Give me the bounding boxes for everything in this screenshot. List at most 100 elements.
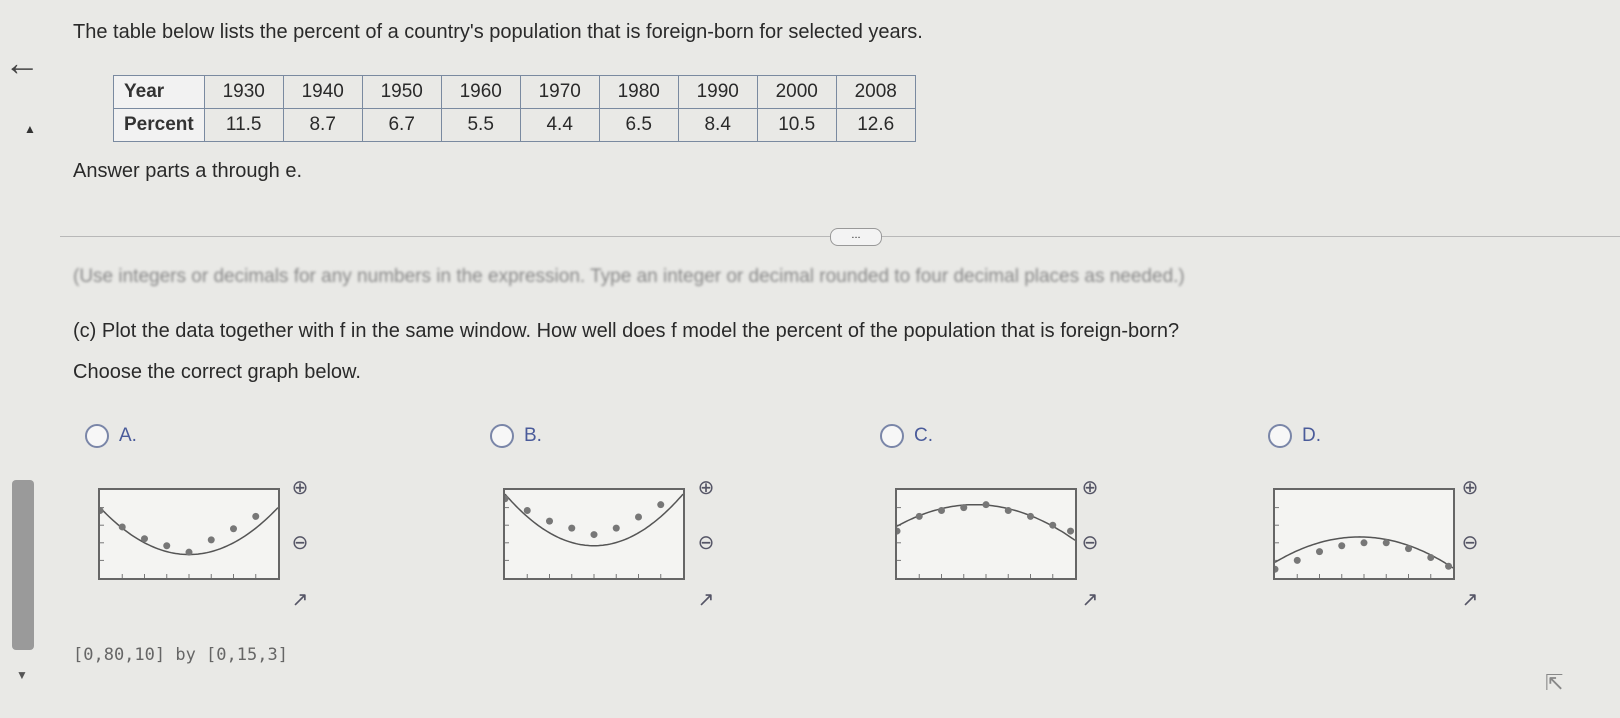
hint-text: (Use integers or decimals for any number… [73, 266, 1185, 287]
year-cell: 1970 [519, 75, 600, 109]
radio-button[interactable] [880, 424, 904, 448]
zoom-in-icon[interactable]: ⊕ [1461, 476, 1479, 499]
more-button[interactable]: ... [830, 228, 882, 246]
row-header: Percent [113, 108, 205, 142]
data-point [163, 542, 171, 550]
year-cell: 1990 [677, 75, 758, 109]
year-cell: 2008 [835, 75, 916, 109]
data-point [230, 525, 237, 533]
option-graph[interactable] [98, 488, 280, 580]
data-point [982, 501, 990, 509]
data-point [118, 523, 126, 531]
data-point [100, 507, 104, 515]
question-c-text: (c) Plot the data together with f in the… [73, 320, 1180, 342]
year-cell: 1940 [282, 75, 363, 109]
data-point [207, 536, 215, 544]
data-point [1360, 539, 1368, 547]
data-point [1067, 527, 1075, 535]
data-point [1445, 562, 1453, 570]
option-graph[interactable] [895, 488, 1077, 580]
percent-cell: 11.5 [203, 108, 284, 142]
model-curve [1275, 536, 1453, 569]
data-point [590, 531, 598, 539]
model-curve [505, 493, 683, 547]
radio-button[interactable] [490, 424, 514, 448]
data-table: Year 1930 1940 1950 1960 1970 1980 1990 2000 2008… [113, 75, 916, 142]
data-point [141, 535, 148, 543]
percent-cell: 5.5 [440, 108, 521, 142]
radio-button[interactable] [85, 424, 109, 448]
intro-text: The table below lists the percent of a c… [73, 21, 923, 43]
data-point [1049, 521, 1057, 529]
data-point [915, 512, 923, 520]
data-point [523, 507, 531, 515]
data-point [1427, 553, 1435, 561]
model-curve [897, 503, 1075, 541]
zoom-in-icon[interactable]: ⊕ [291, 476, 309, 499]
option-graph[interactable] [503, 488, 685, 580]
data-point [612, 524, 620, 532]
model-curve [100, 507, 278, 556]
data-point [505, 495, 509, 503]
zoom-out-icon[interactable]: ⊖ [1081, 531, 1099, 554]
option-label: B. [524, 425, 542, 446]
option-c[interactable]: C. [880, 424, 933, 448]
table-row-percent: Percent 11.5 8.7 6.7 5.5 4.4 6.5 8.4 10.5 12.6 [113, 108, 916, 142]
option-d[interactable]: D. [1268, 424, 1321, 448]
data-point [568, 524, 576, 532]
data-point [546, 517, 553, 525]
zoom-in-icon[interactable]: ⊕ [697, 476, 715, 499]
cursor-icon: ⇱ [1545, 670, 1564, 695]
year-cell: 1980 [598, 75, 679, 109]
data-point [1275, 565, 1279, 573]
question-c: (c) Plot the data together with f in the… [73, 320, 1179, 343]
year-cell: 1950 [361, 75, 442, 109]
year-cell: 1930 [203, 75, 284, 109]
data-point [185, 548, 193, 556]
zoom-out-icon[interactable]: ⊖ [697, 531, 715, 554]
external-link-icon[interactable]: ↗ [697, 588, 715, 611]
window-text: [0,80,10] by [0,15,3] [73, 645, 288, 665]
option-b[interactable]: B. [490, 424, 542, 448]
year-cell: 2000 [756, 75, 837, 109]
percent-cell: 8.7 [282, 108, 363, 142]
option-label: C. [914, 425, 933, 446]
percent-cell: 8.4 [677, 108, 758, 142]
zoom-out-icon[interactable]: ⊖ [1461, 531, 1479, 554]
table-row-year: Year 1930 1940 1950 1960 1970 1980 1990 2000 2008 [113, 75, 916, 109]
back-arrow-icon[interactable]: ← [4, 42, 40, 83]
data-point [1316, 548, 1323, 556]
data-point [1405, 545, 1412, 553]
percent-cell: 12.6 [835, 108, 916, 142]
data-point [252, 512, 260, 520]
percent-cell: 4.4 [519, 108, 600, 142]
data-point [1027, 512, 1034, 520]
data-point [1382, 539, 1390, 547]
data-point [1004, 507, 1012, 515]
choose-text: Choose the correct graph below. [73, 361, 361, 383]
answer-parts-text: Answer parts a through e. [73, 160, 303, 182]
zoom-in-icon[interactable]: ⊕ [1081, 476, 1099, 499]
data-point [1338, 542, 1346, 550]
data-point [960, 504, 968, 512]
scrollbar[interactable] [12, 480, 34, 650]
option-a[interactable]: A. [85, 424, 137, 448]
percent-cell: 6.5 [598, 108, 679, 142]
data-point [1293, 556, 1301, 564]
option-label: A. [119, 425, 137, 446]
external-link-icon[interactable]: ↗ [1461, 588, 1479, 611]
zoom-out-icon[interactable]: ⊖ [291, 531, 309, 554]
row-header: Year [113, 75, 205, 109]
radio-button[interactable] [1268, 424, 1292, 448]
external-link-icon[interactable]: ↗ [291, 588, 309, 611]
year-cell: 1960 [440, 75, 521, 109]
data-point [657, 501, 665, 509]
option-graph[interactable] [1273, 488, 1455, 580]
collapse-triangle-icon[interactable]: ▲ [24, 122, 36, 136]
percent-cell: 10.5 [756, 108, 837, 142]
percent-cell: 6.7 [361, 108, 442, 142]
external-link-icon[interactable]: ↗ [1081, 588, 1099, 611]
scroll-down-icon[interactable]: ▼ [16, 668, 28, 682]
option-label: D. [1302, 425, 1321, 446]
data-point [897, 527, 901, 535]
